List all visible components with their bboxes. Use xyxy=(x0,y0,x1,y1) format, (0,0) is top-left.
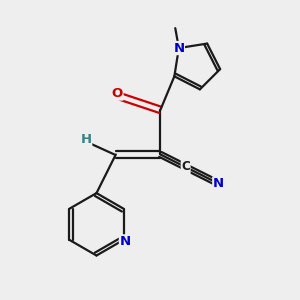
Text: C: C xyxy=(181,160,190,173)
Text: H: H xyxy=(80,133,92,146)
Text: N: N xyxy=(119,235,130,248)
Text: O: O xyxy=(112,87,123,100)
Text: N: N xyxy=(213,177,224,190)
Text: N: N xyxy=(173,42,184,55)
